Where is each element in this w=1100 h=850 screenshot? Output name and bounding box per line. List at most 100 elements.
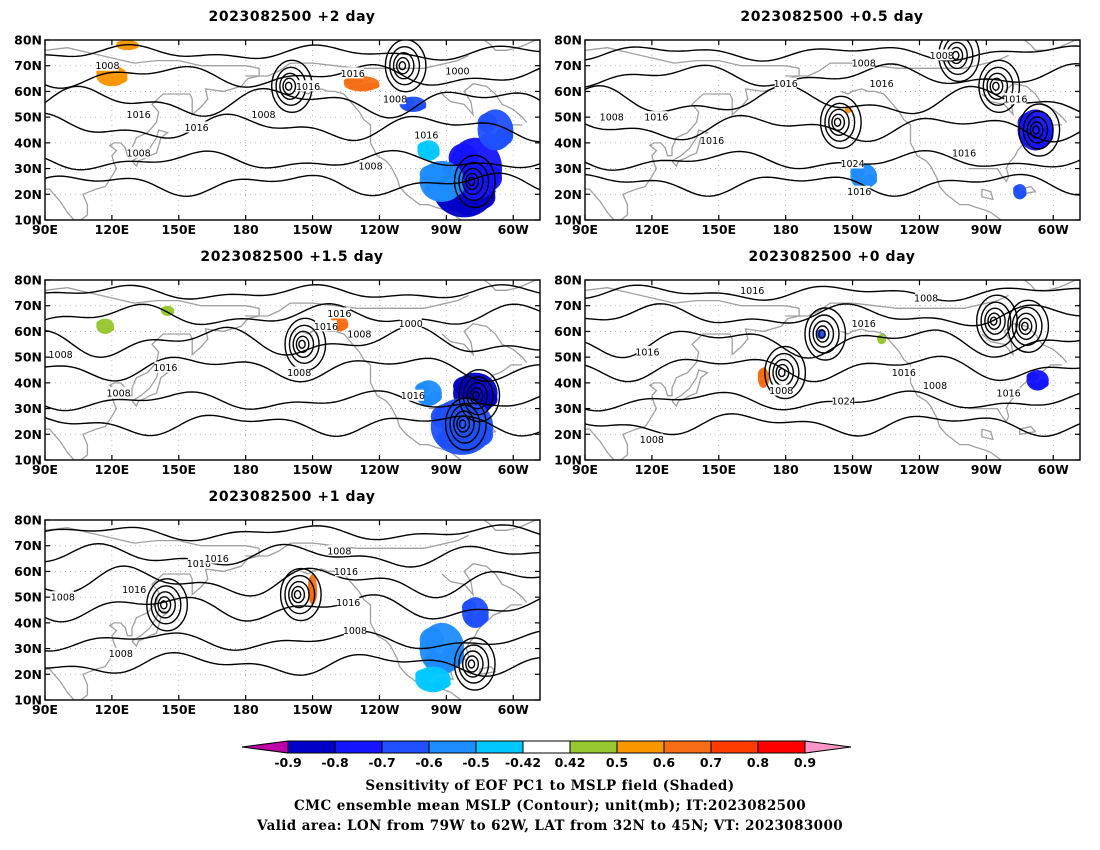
contour-label: 1008 xyxy=(769,386,793,397)
isobar xyxy=(764,345,807,400)
colorbar-segment xyxy=(334,740,383,754)
isobar xyxy=(585,355,1080,383)
isobar xyxy=(775,363,790,382)
isobar xyxy=(298,339,306,349)
coastline xyxy=(131,129,170,168)
isobar xyxy=(992,81,1000,91)
contour-label-bg xyxy=(384,93,407,105)
sensitivity-region xyxy=(415,668,435,681)
longitude-axis: 90E 120E 150E 180 150W 120W 90W 60W xyxy=(32,40,529,237)
colorbar-label: 0.7 xyxy=(700,755,722,770)
isobar xyxy=(45,64,540,89)
sensitivity-region xyxy=(343,77,364,85)
longitude-axis: 90E 120E 150E 180 150W 120W 90W 60W xyxy=(32,520,529,717)
y-tick-label: 40N xyxy=(554,135,582,150)
y-tick-label: 80N xyxy=(14,33,42,48)
x-tick-label: 60W xyxy=(1038,222,1069,237)
sensitivity-region xyxy=(845,109,849,113)
isobar xyxy=(465,655,480,673)
y-tick-label: 70N xyxy=(14,538,42,553)
contour-label-bg xyxy=(187,557,210,569)
isobar xyxy=(45,565,540,599)
sensitivity-region xyxy=(850,165,866,178)
y-tick-label: 50N xyxy=(14,350,42,365)
coastline xyxy=(981,188,994,201)
sensitivity-region xyxy=(309,591,313,602)
x-tick-label: 180 xyxy=(773,462,799,477)
contour-label: 1024 xyxy=(832,396,856,407)
x-tick-label: 90E xyxy=(32,702,58,717)
coastline xyxy=(585,287,800,460)
y-tick-label: 40N xyxy=(554,375,582,390)
contour-label: 1016 xyxy=(852,319,876,330)
x-tick-label: 150W xyxy=(293,462,333,477)
isobar xyxy=(45,524,540,542)
colorbar-label: -0.9 xyxy=(274,755,301,770)
contour-label: 1008 xyxy=(347,330,371,341)
isobar xyxy=(461,650,484,678)
isobar xyxy=(1032,125,1040,135)
latitude-axis: 10N 20N 30N 40N 50N 60N 70N 80N xyxy=(14,513,540,708)
y-tick-label: 30N xyxy=(14,641,42,656)
contour-label: 1016 xyxy=(327,309,351,320)
sensitivity-region xyxy=(419,151,429,159)
contour-label-bg xyxy=(870,77,893,89)
isobar xyxy=(585,413,1080,438)
isobar xyxy=(453,410,475,438)
x-tick-label: 90W xyxy=(971,462,1002,477)
isobar xyxy=(804,307,847,361)
contour-label: 1024 xyxy=(840,159,864,170)
colorbar-segment xyxy=(757,740,806,754)
y-tick-label: 30N xyxy=(14,161,42,176)
isobar xyxy=(585,284,1080,302)
coastline xyxy=(981,428,994,441)
sensitivity-region xyxy=(99,77,112,85)
x-tick-label: 90E xyxy=(572,222,598,237)
contour-label: 1000 xyxy=(445,66,469,77)
isobar xyxy=(986,72,1009,100)
contour-label: 1008 xyxy=(923,381,947,392)
contour-label: 1008 xyxy=(930,51,954,62)
isobar xyxy=(989,316,998,326)
colorbar-label: 0.42 xyxy=(555,755,586,770)
contour-label-bg xyxy=(288,366,311,378)
sensitivity-region xyxy=(418,680,433,690)
isobar xyxy=(45,112,540,143)
y-tick-label: 80N xyxy=(554,273,582,288)
x-tick-label: 150W xyxy=(833,462,873,477)
x-tick-label: 150E xyxy=(161,462,196,477)
y-tick-label: 70N xyxy=(554,58,582,73)
sensitivity-region xyxy=(118,45,128,50)
isobar xyxy=(824,102,856,142)
colorbar-label: 0.9 xyxy=(794,755,816,770)
contour-label-bg xyxy=(51,591,74,603)
isobar xyxy=(45,390,540,412)
contour-label-bg xyxy=(741,284,764,296)
x-tick-label: 120E xyxy=(95,222,130,237)
y-tick-label: 80N xyxy=(14,513,42,528)
caption-line-2: CMC ensemble mean MSLP (Contour); unit(m… xyxy=(294,798,806,814)
mslp-contours xyxy=(585,284,1080,438)
contour-label: 1008 xyxy=(327,546,351,557)
y-tick-label: 70N xyxy=(554,298,582,313)
contour-label-bg xyxy=(848,185,871,197)
isobar xyxy=(458,644,490,684)
contour-label-bg xyxy=(446,64,469,76)
x-tick-label: 120W xyxy=(360,462,400,477)
map-frame xyxy=(584,39,1081,221)
latitude-axis: 10N 20N 30N 40N 50N 60N 70N 80N xyxy=(14,33,540,228)
y-tick-label: 60N xyxy=(14,564,42,579)
contour-label: 1016 xyxy=(334,567,358,578)
contour-label-bg xyxy=(600,111,623,123)
x-tick-label: 180 xyxy=(773,222,799,237)
contour-label: 1016 xyxy=(401,391,425,402)
isobar xyxy=(1018,103,1061,157)
contour-label-bg xyxy=(96,59,119,71)
panel-title: 2023082500 +0 day xyxy=(749,249,916,265)
contour-label: 1016 xyxy=(341,69,365,80)
isobar xyxy=(458,419,467,429)
contour-label-bg xyxy=(774,77,797,89)
isobar xyxy=(467,176,476,187)
isobar xyxy=(808,314,840,354)
sensitivity-region xyxy=(1026,371,1039,382)
